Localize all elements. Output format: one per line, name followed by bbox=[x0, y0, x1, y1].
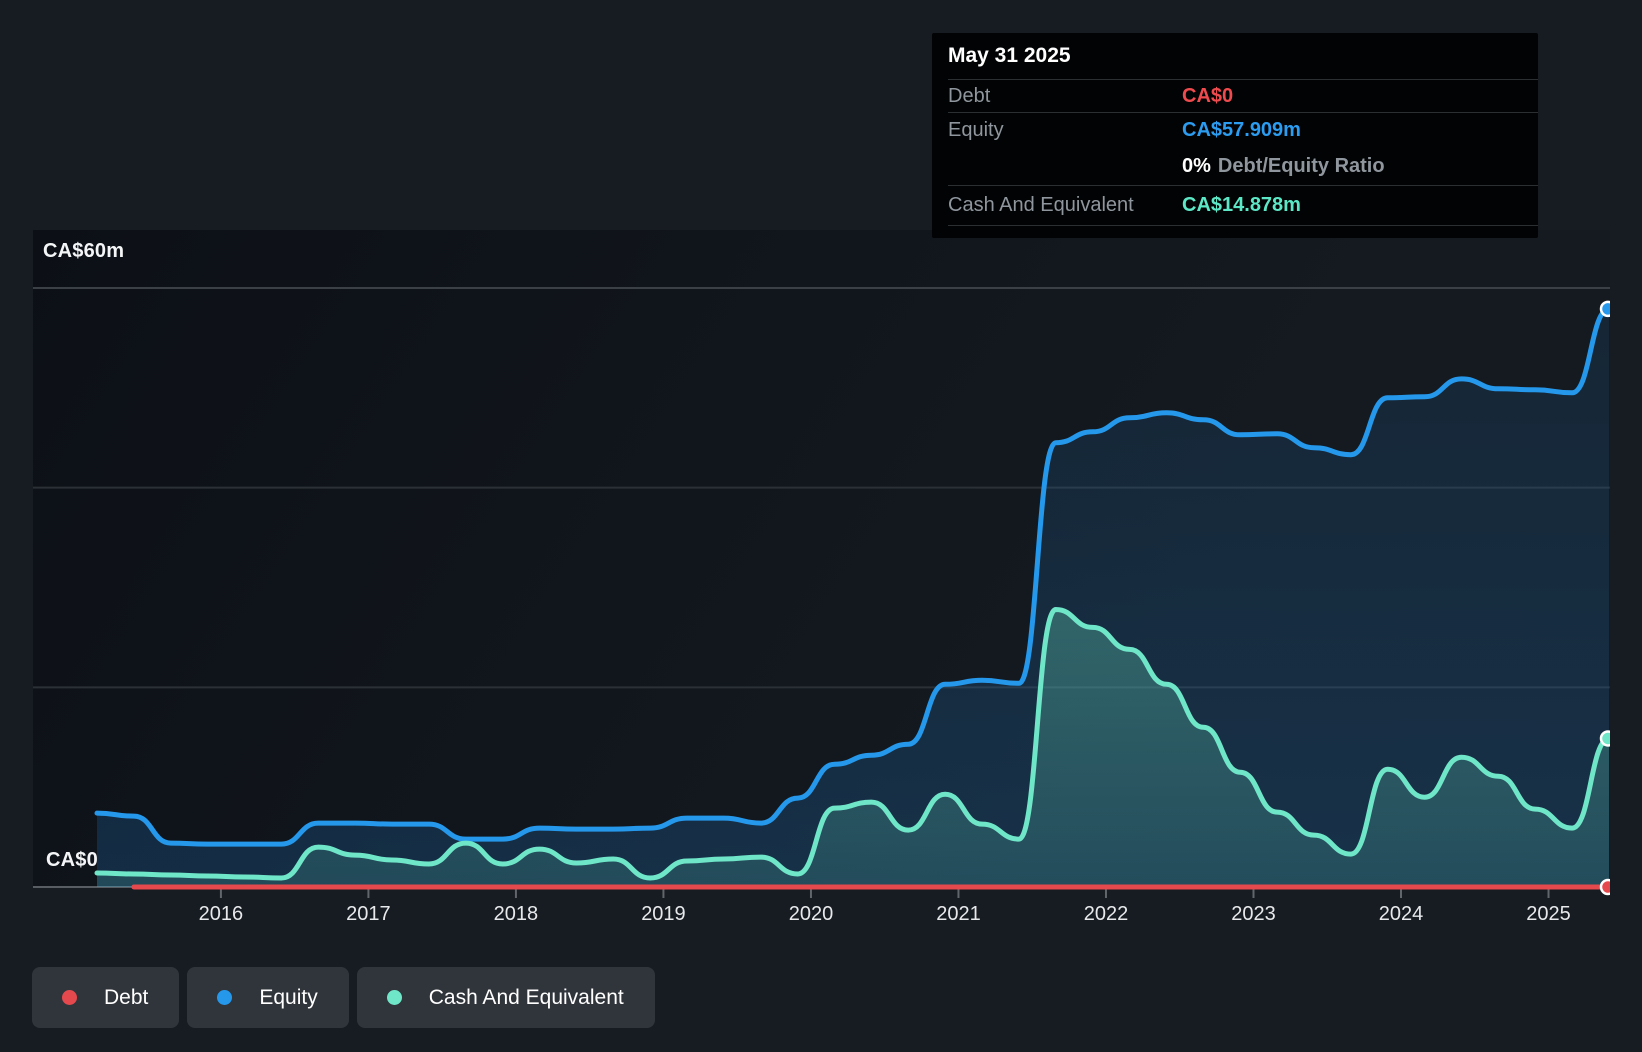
tooltip-cash-value: CA$14.878m bbox=[1182, 194, 1301, 217]
tooltip-ratio-label: Debt/Equity Ratio bbox=[1218, 155, 1385, 178]
x-tick-label: 2017 bbox=[346, 903, 391, 926]
legend-cash-label: Cash And Equivalent bbox=[429, 986, 624, 1010]
tooltip-row-cash: Cash And Equivalent CA$14.878m bbox=[948, 186, 1538, 226]
x-tick-label: 2023 bbox=[1231, 903, 1276, 926]
tooltip-row-ratio: 0% Debt/Equity Ratio bbox=[948, 147, 1538, 186]
tooltip-debt-label: Debt bbox=[948, 85, 1182, 108]
tooltip-equity-label: Equity bbox=[948, 119, 1182, 142]
x-tick-label: 2016 bbox=[199, 903, 244, 926]
x-tick-label: 2022 bbox=[1084, 903, 1129, 926]
tooltip-ratio-value: 0% bbox=[1182, 155, 1211, 178]
cash-dot-icon bbox=[387, 990, 402, 1005]
cash-end-marker[interactable] bbox=[1601, 731, 1615, 745]
legend-item-equity[interactable]: Equity bbox=[187, 967, 348, 1028]
x-tick-label: 2025 bbox=[1526, 903, 1571, 926]
x-tick-label: 2018 bbox=[494, 903, 539, 926]
equity-dot-icon bbox=[217, 990, 232, 1005]
chart-legend: Debt Equity Cash And Equivalent bbox=[32, 967, 655, 1028]
equity-end-marker[interactable] bbox=[1601, 302, 1615, 316]
legend-equity-label: Equity bbox=[259, 986, 317, 1010]
tooltip-row-equity: Equity CA$57.909m bbox=[948, 113, 1538, 147]
y-axis-max-label: CA$60m bbox=[43, 240, 124, 263]
legend-item-cash[interactable]: Cash And Equivalent bbox=[357, 967, 655, 1028]
x-tick-label: 2021 bbox=[936, 903, 981, 926]
chart-widget: CA$60m CA$0 2016 2017 2018 2019 2020 2021 2022… bbox=[0, 0, 1642, 1052]
tooltip-cash-label: Cash And Equivalent bbox=[948, 194, 1182, 217]
chart-tooltip: May 31 2025 Debt CA$0 Equity CA$57.909m … bbox=[932, 33, 1538, 238]
legend-item-debt[interactable]: Debt bbox=[32, 967, 179, 1028]
x-tick-label: 2024 bbox=[1379, 903, 1424, 926]
debt-dot-icon bbox=[62, 990, 77, 1005]
y-axis-zero-label: CA$0 bbox=[46, 849, 98, 872]
tooltip-row-debt: Debt CA$0 bbox=[948, 80, 1538, 113]
tooltip-debt-value: CA$0 bbox=[1182, 85, 1233, 108]
tooltip-equity-value: CA$57.909m bbox=[1182, 119, 1301, 142]
debt-end-marker[interactable] bbox=[1601, 880, 1615, 894]
legend-debt-label: Debt bbox=[104, 986, 148, 1010]
tooltip-date: May 31 2025 bbox=[948, 44, 1538, 80]
x-tick-label: 2020 bbox=[789, 903, 834, 926]
x-tick-label: 2019 bbox=[641, 903, 686, 926]
